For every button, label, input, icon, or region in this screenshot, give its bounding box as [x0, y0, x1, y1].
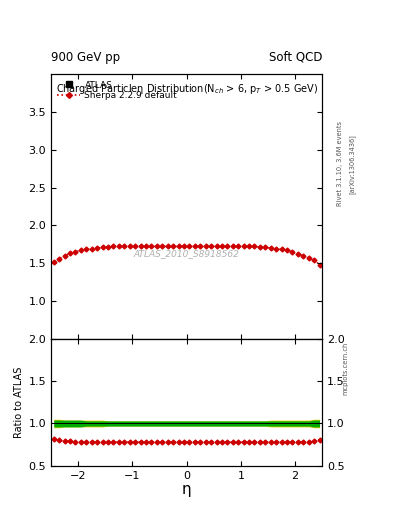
Text: Charged Particleη Distribution(N$_{ch}$ > 6, p$_{T}$ > 0.5 GeV): Charged Particleη Distribution(N$_{ch}$ … [55, 82, 318, 96]
Text: [arXiv:1306.3436]: [arXiv:1306.3436] [348, 134, 355, 194]
Text: ATLAS_2010_S8918562: ATLAS_2010_S8918562 [134, 249, 240, 259]
Text: 900 GeV pp: 900 GeV pp [51, 51, 120, 64]
Text: Soft QCD: Soft QCD [269, 51, 322, 64]
Text: mcplots.cern.ch: mcplots.cern.ch [343, 342, 349, 395]
X-axis label: η: η [182, 482, 191, 497]
Legend: ATLAS, Sherpa 2.2.9 default: ATLAS, Sherpa 2.2.9 default [55, 79, 179, 102]
Text: Rivet 3.1.10, 3.6M events: Rivet 3.1.10, 3.6M events [337, 121, 343, 206]
Y-axis label: Ratio to ATLAS: Ratio to ATLAS [14, 367, 24, 438]
